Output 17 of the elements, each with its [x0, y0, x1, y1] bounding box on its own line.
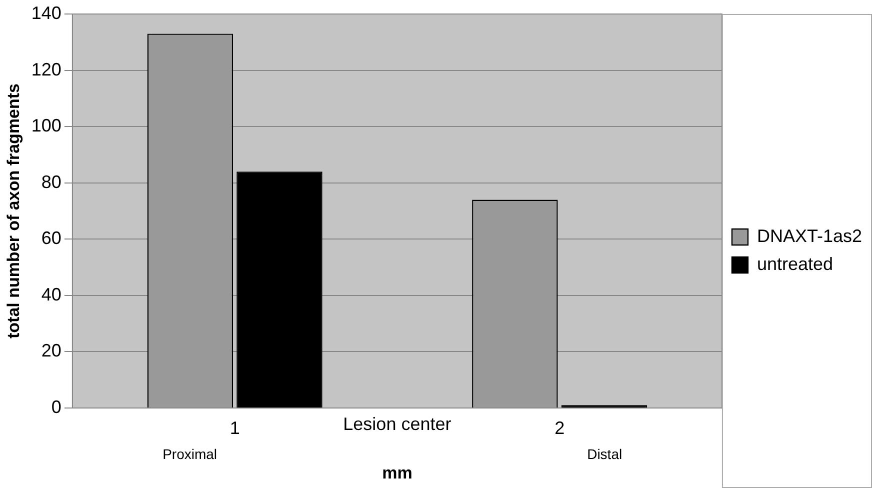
- y-tick-label: 40: [41, 284, 62, 304]
- text: Proximal: [162, 446, 218, 462]
- text: Distal: [587, 446, 622, 462]
- x-axis-title: mm: [382, 463, 412, 482]
- y-tick-label: 120: [31, 59, 62, 80]
- x-tick-label: 2: [554, 418, 565, 438]
- y-tick-label: 0: [51, 396, 62, 417]
- legend-label: untreated: [756, 254, 834, 274]
- legend-label: DNAXT-1as2: [756, 226, 862, 246]
- y-tick-label: 20: [41, 340, 62, 361]
- text: Lesion center: [343, 414, 452, 434]
- y-tick-label: 140: [31, 2, 62, 23]
- y-tick-label: 60: [41, 228, 62, 248]
- x-tick-label: 1: [230, 418, 240, 438]
- y-tick-label: 100: [31, 116, 62, 136]
- y-axis-title: total number of axon fragments: [4, 83, 23, 339]
- y-tick-label: 80: [41, 172, 62, 192]
